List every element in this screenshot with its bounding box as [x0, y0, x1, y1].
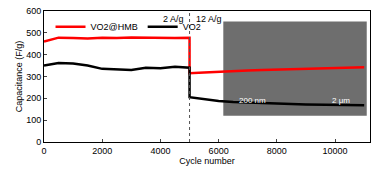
svg-text:0: 0	[36, 137, 41, 147]
svg-text:10000: 10000	[323, 146, 348, 156]
svg-text:500: 500	[26, 28, 41, 38]
svg-text:0: 0	[41, 146, 46, 156]
svg-text:Capacitance (F/g): Capacitance (F/g)	[14, 41, 24, 113]
svg-text:VO2: VO2	[183, 22, 201, 32]
svg-text:200 nm: 200 nm	[239, 96, 266, 105]
svg-text:300: 300	[26, 72, 41, 82]
svg-text:2 A/g: 2 A/g	[163, 14, 184, 24]
svg-text:12 A/g: 12 A/g	[196, 14, 222, 24]
svg-text:6000: 6000	[209, 146, 229, 156]
svg-text:Cycle number: Cycle number	[179, 156, 235, 166]
svg-text:4000: 4000	[150, 146, 170, 156]
svg-text:600: 600	[26, 6, 41, 16]
svg-text:8000: 8000	[267, 146, 287, 156]
svg-text:2 μm: 2 μm	[332, 96, 350, 105]
svg-text:VO2@HMB: VO2@HMB	[91, 22, 138, 32]
svg-text:200: 200	[26, 93, 41, 103]
svg-text:400: 400	[26, 50, 41, 60]
svg-text:100: 100	[26, 115, 41, 125]
svg-text:2000: 2000	[92, 146, 112, 156]
